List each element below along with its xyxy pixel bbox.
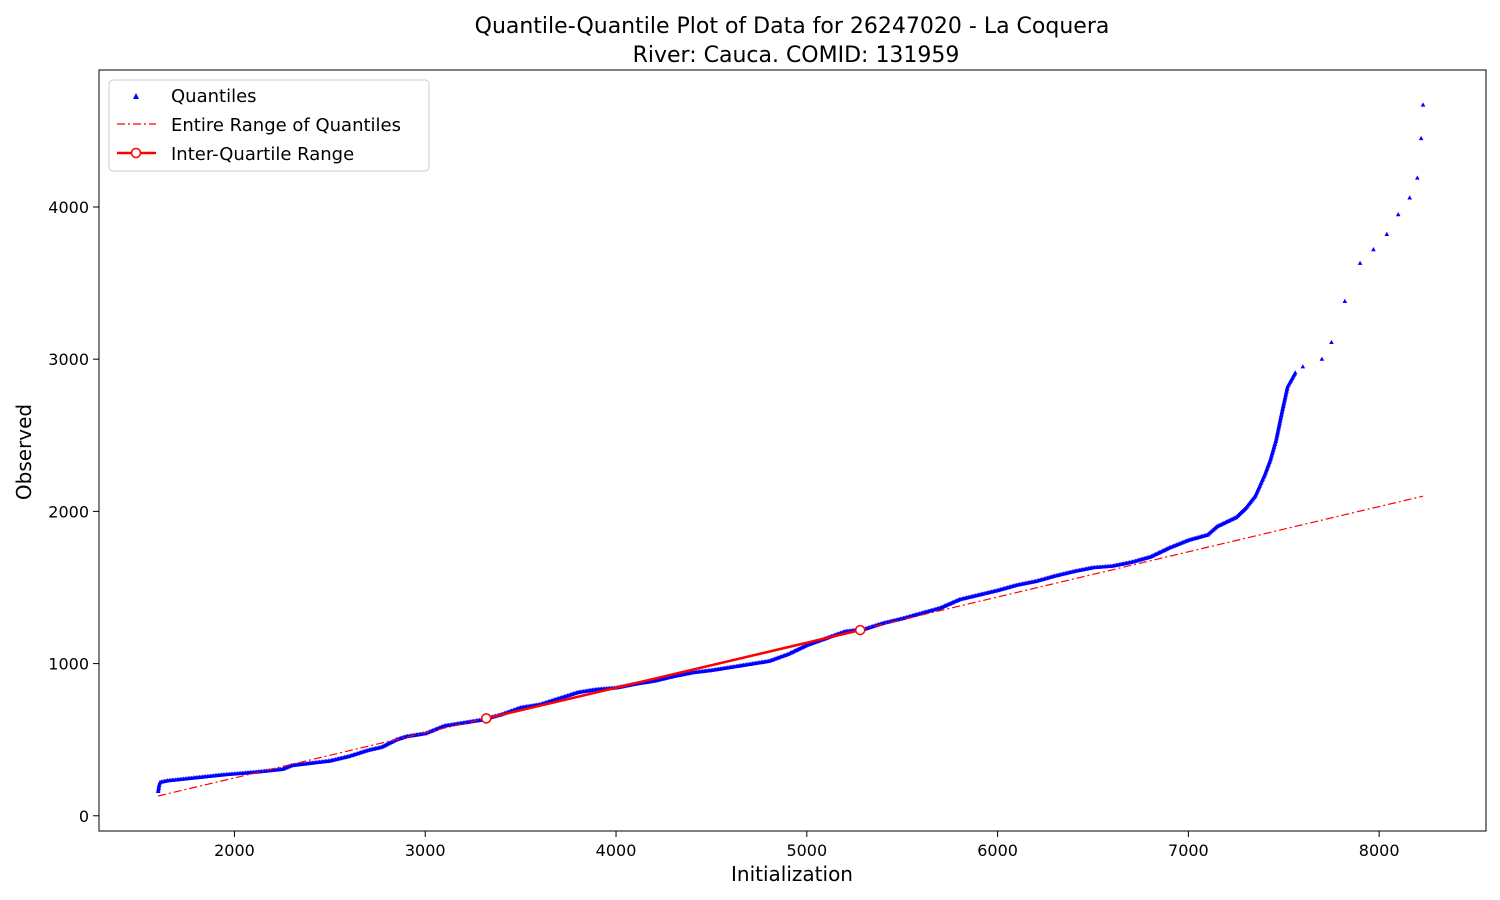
quantile-point <box>1342 298 1348 303</box>
quantile-point <box>1384 231 1390 236</box>
x-tick-label: 4000 <box>596 841 637 860</box>
quantile-point <box>1319 356 1325 361</box>
legend-marker-iqr <box>130 147 142 159</box>
plot-frame <box>98 69 1487 832</box>
legend-marker-quantiles <box>133 93 139 99</box>
fit-lines <box>158 495 1424 797</box>
chart-title-line2: River: Cauca. COMID: 131959 <box>633 43 960 68</box>
quantile-point <box>1292 370 1298 375</box>
legend-label-quantiles: Quantiles <box>171 86 257 107</box>
y-axis-label: Observed <box>12 404 36 500</box>
x-tick-label: 2000 <box>214 841 255 860</box>
quantile-point <box>1407 195 1412 200</box>
legend-label-entire-range: Entire Range of Quantiles <box>171 115 401 136</box>
y-tick-label: 2000 <box>48 502 89 521</box>
x-tick-label: 5000 <box>786 841 827 860</box>
y-tick-label: 1000 <box>48 655 89 674</box>
quantile-point <box>1420 102 1426 107</box>
entire-range-line <box>158 495 1424 797</box>
quantile-point <box>1371 246 1376 252</box>
y-tick-label: 3000 <box>48 350 89 369</box>
y-tick-label: 0 <box>79 807 89 826</box>
x-tick-label: 7000 <box>1168 841 1209 860</box>
iqr-point <box>854 624 866 636</box>
legend-box <box>108 79 430 172</box>
x-axis-label: Initialization <box>731 862 853 886</box>
y-tick-label: 4000 <box>48 198 89 217</box>
iqr-point <box>481 713 492 724</box>
y-axis-ticks: 0 1000 2000 3000 4000 <box>48 198 99 826</box>
legend: Quantiles Entire Range of Quantiles Inte… <box>108 79 430 172</box>
quantile-point <box>1415 175 1420 180</box>
quantile-point <box>1300 364 1306 369</box>
x-axis-ticks: 2000 3000 4000 5000 6000 7000 8000 <box>214 831 1400 860</box>
iqr-line <box>486 628 861 720</box>
quantile-point <box>1329 339 1334 345</box>
legend-label-iqr: Inter-Quartile Range <box>171 144 354 165</box>
chart-title-line1: Quantile-Quantile Plot of Data for 26247… <box>475 14 1110 39</box>
quantile-point <box>1395 211 1401 217</box>
x-tick-label: 3000 <box>405 841 446 860</box>
quantile-point <box>1418 135 1424 141</box>
x-tick-label: 8000 <box>1359 841 1400 860</box>
x-tick-label: 6000 <box>977 841 1018 860</box>
quantile-point <box>1357 260 1363 265</box>
